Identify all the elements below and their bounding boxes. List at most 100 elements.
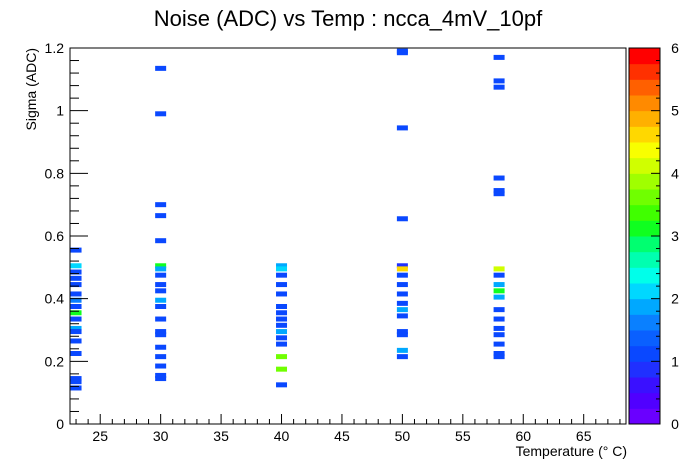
heatmap-cell bbox=[396, 282, 408, 288]
heatmap-cell bbox=[155, 272, 167, 278]
heatmap-cell bbox=[396, 266, 408, 272]
x-tick-label: 65 bbox=[576, 428, 592, 444]
x-tick-label: 35 bbox=[213, 428, 229, 444]
x-tick-label: 25 bbox=[92, 428, 108, 444]
color-scale-swatch bbox=[629, 330, 660, 347]
heatmap-cell bbox=[493, 175, 505, 181]
color-scale-label: 2 bbox=[671, 291, 679, 307]
x-axis: 25 30 35 40 45 50 55 60 65 bbox=[75, 414, 621, 444]
heatmap-cell bbox=[276, 335, 288, 341]
heatmap-cell bbox=[155, 316, 167, 322]
x-tick-label: 45 bbox=[334, 428, 350, 444]
heatmap-cell bbox=[70, 247, 82, 253]
color-scale-swatch bbox=[629, 251, 660, 268]
y-axis: 0 0.2 0.4 0.6 0.8 1 1.2 bbox=[45, 40, 88, 432]
x-tick-label: 30 bbox=[153, 428, 169, 444]
heatmap-cell bbox=[396, 313, 408, 319]
color-scale-swatch bbox=[629, 408, 660, 425]
heatmap-cell bbox=[70, 329, 82, 335]
heatmap-cell bbox=[155, 376, 167, 382]
color-scale-swatch bbox=[629, 361, 660, 378]
heatmap-cell bbox=[155, 238, 167, 244]
heatmap-cell bbox=[155, 304, 167, 309]
heatmap-cell bbox=[276, 329, 288, 335]
heatmap-cell bbox=[276, 263, 288, 269]
x-tick-label: 50 bbox=[395, 428, 411, 444]
color-scale-label: 3 bbox=[671, 228, 679, 244]
heatmap-cell bbox=[70, 379, 82, 385]
heatmap-cell bbox=[155, 282, 167, 288]
heatmap-cell bbox=[276, 354, 288, 360]
heatmap-cell bbox=[70, 310, 82, 316]
heatmap-cell bbox=[155, 111, 167, 117]
heatmap-cell bbox=[493, 266, 505, 272]
heatmap-cell bbox=[276, 322, 288, 328]
heatmap-cell bbox=[155, 65, 167, 71]
heatmap-cell bbox=[396, 216, 408, 222]
heatmap-cell bbox=[155, 354, 167, 360]
heatmap-cell bbox=[70, 351, 82, 356]
color-scale-swatch bbox=[629, 48, 660, 65]
heatmap-cell bbox=[276, 341, 288, 347]
color-scale-swatch bbox=[629, 220, 660, 237]
heatmap-cell bbox=[276, 316, 288, 322]
heatmap-cell bbox=[493, 288, 505, 294]
heatmap-cell bbox=[155, 213, 167, 219]
heatmap-cell bbox=[493, 325, 505, 331]
heatmap-cell bbox=[276, 366, 288, 372]
heatmap-cell bbox=[70, 269, 82, 275]
heatmap-cell bbox=[155, 263, 167, 269]
heatmap-cell bbox=[70, 316, 82, 322]
heatmap-cell bbox=[396, 347, 408, 353]
color-scale-swatch bbox=[629, 189, 660, 206]
heatmap-cell bbox=[155, 332, 167, 338]
color-scale-swatch bbox=[629, 173, 660, 190]
heatmap-cell bbox=[70, 275, 82, 281]
heatmap-cell bbox=[276, 382, 288, 388]
heatmap-cell bbox=[276, 272, 288, 278]
y-tick-label: 0.2 bbox=[45, 353, 65, 369]
y-tick-label: 1 bbox=[56, 103, 64, 119]
color-scale-swatch bbox=[629, 126, 660, 143]
color-scale-label: 4 bbox=[671, 165, 679, 181]
heatmap-cell bbox=[396, 125, 408, 131]
heatmap-cell bbox=[493, 316, 505, 322]
color-scale-swatch bbox=[629, 63, 660, 80]
heatmap-cell bbox=[276, 266, 288, 272]
y-tick-label: 1.2 bbox=[45, 40, 65, 56]
cells-layer bbox=[70, 48, 505, 391]
heatmap-cell bbox=[396, 329, 408, 335]
heatmap-cell bbox=[276, 304, 288, 309]
heatmap-cell bbox=[493, 307, 505, 313]
color-scale-swatch bbox=[629, 298, 660, 315]
color-scale-swatch bbox=[629, 392, 660, 409]
heatmap-cell bbox=[396, 291, 408, 297]
heatmap-cell bbox=[276, 310, 288, 316]
heatmap-cell bbox=[155, 266, 167, 272]
heatmap-cell bbox=[396, 354, 408, 360]
color-scale-swatch bbox=[629, 314, 660, 331]
color-scale-swatch bbox=[629, 110, 660, 127]
heatmap-cell bbox=[493, 354, 505, 360]
color-scale-label: 6 bbox=[671, 40, 679, 56]
heatmap-cell bbox=[70, 304, 82, 309]
heatmap-cell bbox=[70, 282, 82, 288]
color-scale-swatch bbox=[629, 345, 660, 362]
heatmap-cell bbox=[493, 191, 505, 197]
color-scale-swatch bbox=[629, 142, 660, 159]
heatmap-cell bbox=[493, 341, 505, 347]
y-axis-label: Sigma (ADC) bbox=[23, 48, 39, 130]
heatmap-cell bbox=[493, 351, 505, 356]
color-scale-label: 0 bbox=[671, 416, 679, 432]
heatmap-cell bbox=[396, 263, 408, 269]
y-tick-label: 0 bbox=[56, 416, 64, 432]
heatmap-cell bbox=[493, 294, 505, 300]
chart-title: Noise (ADC) vs Temp : ncca_4mV_10pf bbox=[154, 6, 543, 31]
heatmap-cell bbox=[396, 50, 408, 56]
color-scale-label: 1 bbox=[671, 353, 679, 369]
color-scale: 0 1 2 3 4 5 6 bbox=[628, 40, 679, 432]
heatmap-cell bbox=[493, 54, 505, 60]
